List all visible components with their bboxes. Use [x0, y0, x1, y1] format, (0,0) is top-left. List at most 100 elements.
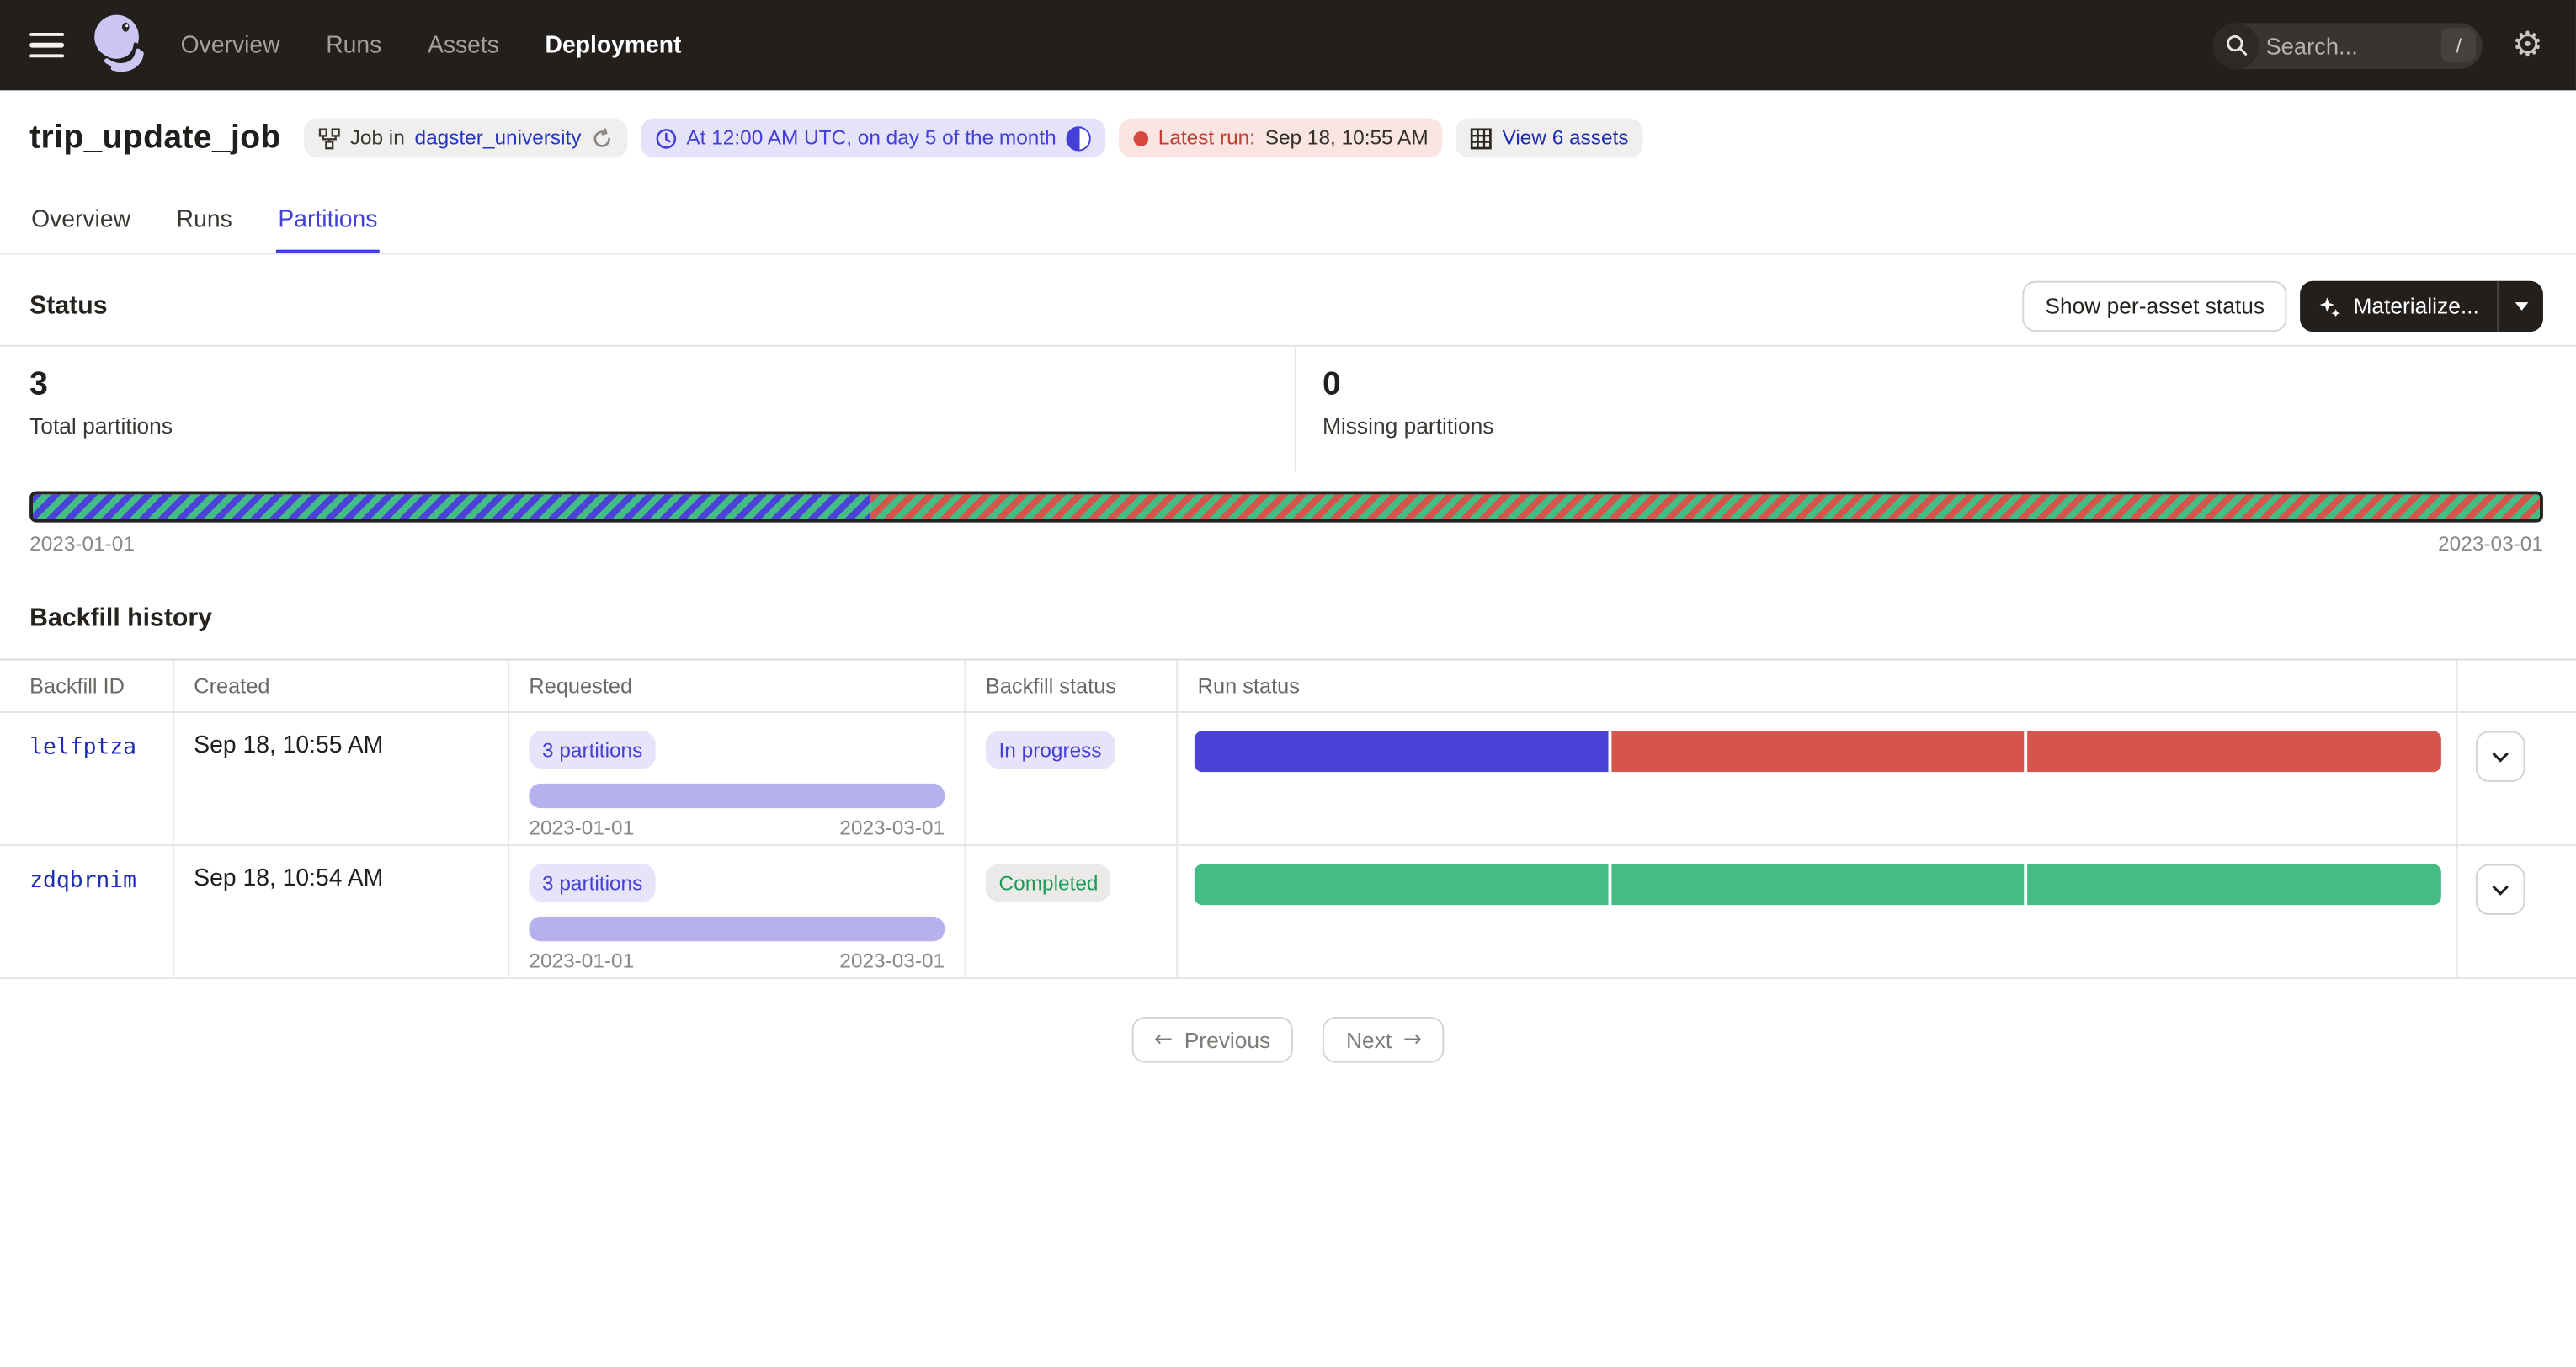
- tab-overview[interactable]: Overview: [31, 206, 131, 234]
- run-status-cell: [1178, 712, 2458, 845]
- latest-run-time[interactable]: Sep 18, 10:55 AM: [1264, 126, 1429, 150]
- previous-page-button[interactable]: ← Previous: [1131, 1016, 1294, 1063]
- range-start-date: 2023-01-01: [529, 816, 635, 840]
- run-status-cell: [1178, 846, 2458, 978]
- nav-link-assets[interactable]: Assets: [427, 32, 499, 59]
- materialize-button[interactable]: Materialize...: [2301, 294, 2497, 319]
- missing-partitions-value: 0: [1322, 366, 1341, 403]
- search-shortcut-badge: /: [2441, 28, 2477, 63]
- created-cell: Sep 18, 10:54 AM: [174, 846, 509, 978]
- requested-cell: 3 partitions 2023-01-01 2023-03-01: [509, 712, 966, 845]
- search-icon: [2213, 22, 2259, 68]
- status-badge: Completed: [985, 864, 1112, 902]
- range-end-date: 2023-03-01: [839, 949, 945, 973]
- tab-partitions[interactable]: Partitions: [276, 200, 380, 253]
- expand-row-button[interactable]: [2475, 864, 2525, 915]
- partition-range-end: 2023-03-01: [2438, 532, 2543, 556]
- actions-cell: [2457, 713, 2576, 844]
- status-heading: Status: [29, 291, 108, 320]
- pagination: ← Previous Next →: [0, 1016, 2576, 1063]
- range-start-date: 2023-01-01: [529, 949, 635, 973]
- backfill-status-cell: In progress: [966, 712, 1179, 845]
- caret-down-icon: [2514, 302, 2528, 311]
- latest-run-label: Latest run:: [1158, 126, 1256, 150]
- tab-runs[interactable]: Runs: [176, 206, 232, 234]
- col-backfill-status: Backfill status: [966, 660, 1179, 711]
- run-status-dot: [1133, 130, 1149, 146]
- requested-range-bar: [529, 783, 945, 809]
- run-status-bar[interactable]: [1194, 864, 2441, 906]
- job-header: trip_update_job Job in dagster_universit…: [0, 118, 2576, 158]
- repo-link[interactable]: dagster_university: [414, 126, 582, 150]
- job-tabs: Overview Runs Partitions: [0, 200, 2576, 255]
- range-end-date: 2023-03-01: [839, 816, 945, 840]
- nav-link-deployment[interactable]: Deployment: [545, 32, 682, 59]
- view-assets-tag[interactable]: View 6 assets: [1456, 118, 1644, 158]
- settings-gear-icon[interactable]: ⚙: [2512, 24, 2543, 65]
- schedule-label: At 12:00 AM UTC, on day 5 of the month: [686, 126, 1056, 150]
- backfill-id-cell: lelfptza: [0, 712, 174, 845]
- partition-bar-segment-mixed-progress[interactable]: [33, 494, 870, 519]
- page-title: trip_update_job: [29, 119, 281, 156]
- schedule-toggle[interactable]: [1066, 125, 1091, 151]
- col-backfill-id: Backfill ID: [0, 660, 174, 711]
- search-input[interactable]: [2265, 32, 2417, 59]
- clock-icon: [656, 128, 676, 148]
- status-toolbar: Status Show per-asset status Materialize…: [0, 280, 2576, 332]
- partition-stats: 3 Total partitions 0 Missing partitions: [0, 344, 2576, 472]
- col-created: Created: [174, 660, 509, 711]
- table-row: lelfptza Sep 18, 10:55 AM 3 partitions 2…: [0, 712, 2576, 847]
- partition-bar-segment-mixed-failed[interactable]: [870, 494, 2540, 519]
- col-requested: Requested: [509, 660, 966, 711]
- hamburger-icon: [29, 32, 65, 37]
- schedule-tag: At 12:00 AM UTC, on day 5 of the month: [640, 118, 1106, 158]
- nav-link-runs[interactable]: Runs: [326, 32, 382, 59]
- next-page-button[interactable]: Next →: [1323, 1016, 1445, 1063]
- job-repo-tag: Job in dagster_university: [304, 118, 628, 158]
- missing-partitions-stat: 0 Missing partitions: [1294, 346, 2576, 472]
- asset-grid-icon: [1471, 127, 1493, 149]
- created-cell: Sep 18, 10:55 AM: [174, 712, 509, 845]
- backfill-table-header: Backfill ID Created Requested Backfill s…: [0, 660, 2576, 713]
- dagster-logo: [85, 10, 147, 81]
- arrow-left-icon: ←: [1153, 1026, 1174, 1053]
- job-graph-icon: [318, 127, 340, 149]
- expand-row-button[interactable]: [2475, 731, 2525, 782]
- backfill-id-link[interactable]: zdqbrnim: [29, 867, 137, 894]
- missing-partitions-label: Missing partitions: [1322, 413, 1494, 439]
- col-run-status: Run status: [1178, 660, 2458, 711]
- chevron-down-icon: [2492, 752, 2509, 762]
- show-per-asset-status-button[interactable]: Show per-asset status: [2022, 280, 2288, 332]
- partition-count-badge[interactable]: 3 partitions: [529, 731, 656, 769]
- partition-bar-labels: 2023-01-01 2023-03-01: [29, 532, 2543, 555]
- requested-range-bar: [529, 916, 945, 942]
- partition-status-bar[interactable]: [29, 491, 2543, 523]
- total-partitions-stat: 3 Total partitions: [0, 347, 1295, 471]
- nav-links: Overview Runs Assets Deployment: [181, 32, 682, 58]
- arrow-right-icon: →: [1402, 1026, 1422, 1053]
- search-bar[interactable]: /: [2213, 22, 2483, 68]
- backfill-id-link[interactable]: lelfptza: [29, 734, 137, 761]
- run-status-bar[interactable]: [1194, 731, 2441, 773]
- partition-count-badge[interactable]: 3 partitions: [529, 864, 656, 902]
- nav-link-overview[interactable]: Overview: [180, 32, 280, 59]
- sparkle-icon: [2320, 296, 2341, 317]
- total-partitions-label: Total partitions: [29, 413, 173, 439]
- backfill-history-heading: Backfill history: [29, 604, 212, 633]
- backfill-status-cell: Completed: [966, 846, 1179, 978]
- backfill-table: Backfill ID Created Requested Backfill s…: [0, 658, 2576, 980]
- materialize-dropdown-button[interactable]: [2499, 281, 2543, 332]
- materialize-split-button: Materialize...: [2301, 280, 2543, 332]
- backfill-id-cell: zdqbrnim: [0, 846, 174, 978]
- actions-cell: [2457, 846, 2576, 977]
- view-assets-link[interactable]: View 6 assets: [1502, 126, 1629, 150]
- button-divider: [2497, 280, 2499, 332]
- octopus-icon: [94, 14, 144, 72]
- partition-range-start: 2023-01-01: [29, 532, 135, 556]
- table-row: zdqbrnim Sep 18, 10:54 AM 3 partitions 2…: [0, 846, 2576, 980]
- hamburger-menu-button[interactable]: [29, 28, 65, 62]
- latest-run-tag: Latest run: Sep 18, 10:55 AM: [1118, 118, 1444, 158]
- requested-cell: 3 partitions 2023-01-01 2023-03-01: [509, 846, 966, 978]
- refresh-icon[interactable]: [591, 127, 612, 148]
